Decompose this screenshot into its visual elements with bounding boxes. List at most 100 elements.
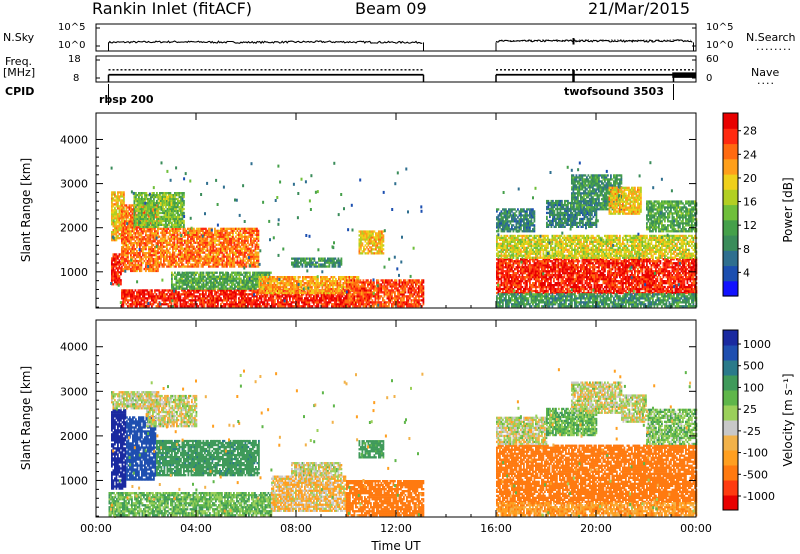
- power-cell: [193, 246, 195, 248]
- power-cell: [240, 258, 242, 260]
- power-cell: [213, 244, 215, 246]
- power-cell: [265, 282, 267, 284]
- power-cell: [247, 240, 249, 242]
- power-cell: [127, 258, 129, 260]
- power-cell: [171, 200, 173, 202]
- power-cell: [306, 265, 308, 267]
- power-cell: [286, 290, 288, 292]
- power-cell: [190, 242, 192, 244]
- power-cell: [286, 299, 288, 301]
- power-cell: [335, 258, 337, 260]
- power-cell: [188, 284, 190, 286]
- power-cell: [243, 258, 245, 260]
- power-cell: [144, 295, 146, 297]
- power-cell: [166, 293, 168, 295]
- power-cell: [253, 232, 255, 234]
- power-cell: [136, 250, 138, 252]
- power-cell: [120, 283, 122, 285]
- power-cell: [365, 248, 367, 250]
- power-cell: [295, 290, 297, 292]
- power-cell: [217, 256, 219, 258]
- power-cell: [340, 292, 342, 294]
- power-cell: [362, 252, 364, 254]
- power-cell: [134, 212, 136, 214]
- power-cell: [311, 260, 313, 262]
- power-cell: [253, 260, 255, 262]
- power-cell: [274, 305, 276, 307]
- power-cell: [145, 246, 147, 248]
- power-cell: [157, 232, 159, 234]
- power-cell: [246, 244, 248, 246]
- power-cell: [340, 282, 342, 284]
- power-cell: [133, 238, 135, 240]
- power-cell: [168, 196, 170, 198]
- power-cell: [130, 206, 132, 208]
- power-cell: [329, 265, 331, 267]
- power-cell: [174, 214, 176, 216]
- power-cell: [244, 242, 246, 244]
- power-cell: [302, 265, 304, 267]
- power-cell: [313, 280, 315, 282]
- power-cell: [271, 290, 273, 292]
- power-cell: [340, 280, 342, 282]
- power-cell: [240, 230, 242, 232]
- power-cell: [198, 305, 200, 307]
- power-cell: [305, 278, 307, 280]
- power-cell: [173, 286, 175, 288]
- power-cell: [199, 295, 201, 297]
- power-cell: [250, 297, 252, 299]
- power-cell: [124, 224, 126, 226]
- power-cell: [310, 295, 312, 297]
- power-cell: [359, 250, 361, 252]
- power-cell: [171, 272, 173, 274]
- power-cell: [229, 254, 231, 256]
- power-cell: [337, 280, 339, 282]
- power-cell: [186, 230, 188, 232]
- power-cell: [338, 258, 340, 260]
- power-cell: [358, 276, 360, 278]
- power-cell: [214, 246, 216, 248]
- power-cell: [267, 295, 269, 297]
- power-cell: [238, 297, 240, 299]
- power-cell: [259, 280, 261, 282]
- power-cell: [258, 258, 260, 260]
- power-cell: [180, 297, 182, 299]
- power-cell: [342, 295, 344, 297]
- power-cell: [123, 191, 125, 193]
- power-cell: [274, 292, 276, 294]
- power-cell: [114, 269, 116, 271]
- power-cell: [160, 260, 162, 262]
- power-cell: [255, 288, 257, 290]
- power-cell: [157, 230, 159, 232]
- power-cell: [248, 284, 250, 286]
- power-cell: [307, 297, 309, 299]
- power-cell: [183, 204, 185, 206]
- power-cell: [153, 220, 155, 222]
- power-cell: [199, 232, 201, 234]
- power-cell: [258, 299, 260, 301]
- power-cell: [340, 297, 342, 299]
- power-cell: [148, 305, 150, 307]
- power-cell: [335, 278, 337, 280]
- power-cell: [123, 199, 125, 201]
- power-cell: [273, 297, 275, 299]
- power-cell: [126, 208, 128, 210]
- power-cell: [177, 256, 179, 258]
- power-cell: [182, 206, 184, 208]
- power-cell: [280, 288, 282, 290]
- power-cell: [292, 299, 294, 301]
- power-cell: [244, 260, 246, 262]
- power-cell: [169, 252, 171, 254]
- power-cell: [130, 232, 132, 234]
- power-cell: [129, 266, 131, 268]
- power-cell: [360, 240, 362, 242]
- power-cell: [145, 248, 147, 250]
- power-cell: [117, 231, 119, 233]
- power-cell: [116, 239, 118, 241]
- power-cell: [219, 254, 221, 256]
- power-cell: [333, 260, 335, 262]
- power-cell: [266, 276, 268, 278]
- power-cell: [216, 272, 218, 274]
- power-cell: [299, 276, 301, 278]
- power-cell: [162, 202, 164, 204]
